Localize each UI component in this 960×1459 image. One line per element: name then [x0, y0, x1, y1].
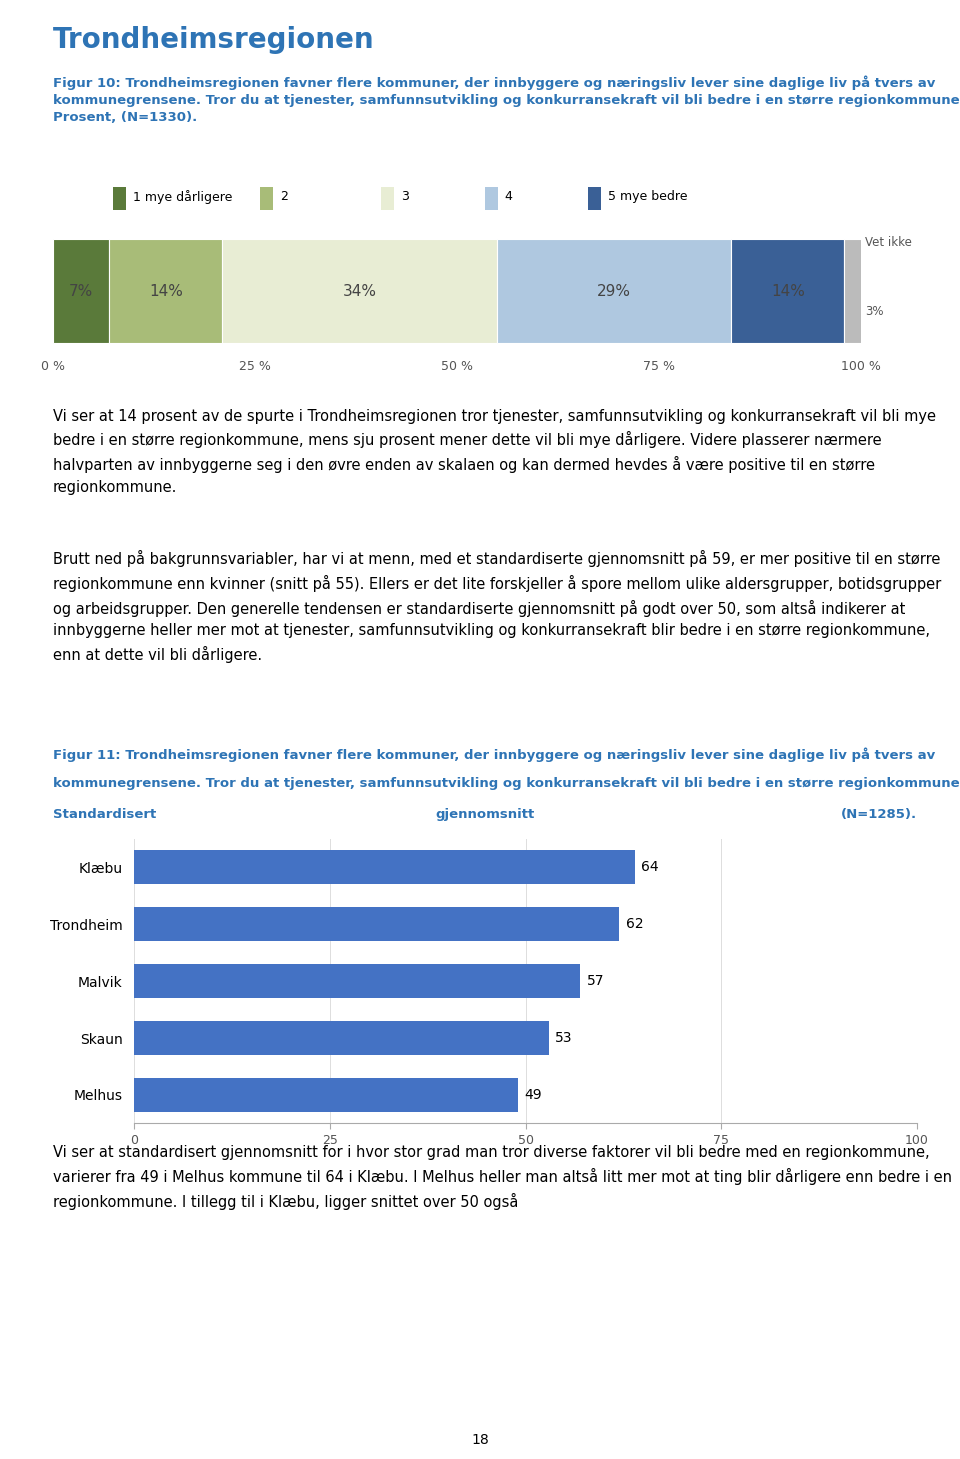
Text: 0 %: 0 %: [40, 360, 64, 374]
Text: (N=1285).: (N=1285).: [841, 808, 917, 821]
Bar: [381, 187, 395, 210]
Text: 18: 18: [471, 1433, 489, 1447]
Text: 57: 57: [587, 975, 604, 988]
Text: 62: 62: [626, 918, 643, 931]
Bar: [134, 1021, 549, 1055]
Text: 29%: 29%: [597, 283, 632, 299]
Text: Figur 11: Trondheimsregionen favner flere kommuner, der innbyggere og næringsliv: Figur 11: Trondheimsregionen favner fler…: [53, 747, 935, 762]
Bar: [588, 187, 601, 210]
Bar: [134, 851, 636, 884]
Text: 75 %: 75 %: [642, 360, 675, 374]
Text: gjennomsnitt: gjennomsnitt: [435, 808, 535, 821]
Text: 2: 2: [280, 190, 288, 203]
Text: Trondheimsregionen: Trondheimsregionen: [53, 26, 374, 54]
Text: kommunegrensene. Tror du at tjenester, samfunnsutvikling og konkurransekraft vil: kommunegrensene. Tror du at tjenester, s…: [53, 778, 960, 791]
Bar: [223, 239, 497, 343]
Text: 64: 64: [641, 861, 659, 874]
Text: 14%: 14%: [149, 283, 182, 299]
Bar: [109, 239, 223, 343]
Text: Brutt ned på bakgrunnsvariabler, har vi at menn, med et standardiserte gjennomsn: Brutt ned på bakgrunnsvariabler, har vi …: [53, 550, 941, 662]
Bar: [260, 187, 273, 210]
Bar: [497, 239, 732, 343]
Text: 3: 3: [401, 190, 409, 203]
Text: Vi ser at 14 prosent av de spurte i Trondheimsregionen tror tjenester, samfunnsu: Vi ser at 14 prosent av de spurte i Tron…: [53, 409, 936, 495]
Text: 53: 53: [555, 1032, 573, 1045]
Text: 5 mye bedre: 5 mye bedre: [609, 190, 688, 203]
Bar: [113, 187, 127, 210]
Text: 34%: 34%: [343, 283, 376, 299]
Bar: [134, 964, 581, 998]
Text: Standardisert: Standardisert: [53, 808, 156, 821]
Text: Vet ikke: Vet ikke: [866, 236, 912, 249]
Bar: [845, 239, 869, 343]
Text: Vi ser at standardisert gjennomsnitt for i hvor stor grad man tror diverse fakto: Vi ser at standardisert gjennomsnitt for…: [53, 1145, 951, 1210]
Bar: [485, 187, 498, 210]
Bar: [134, 907, 619, 941]
Text: 49: 49: [524, 1088, 541, 1102]
Text: 14%: 14%: [771, 283, 804, 299]
Text: 50 %: 50 %: [441, 360, 472, 374]
Bar: [732, 239, 845, 343]
Text: 1 mye dårligere: 1 mye dårligere: [133, 190, 232, 204]
Bar: [134, 1078, 517, 1112]
Text: 4: 4: [505, 190, 513, 203]
Text: Figur 10: Trondheimsregionen favner flere kommuner, der innbyggere og næringsliv: Figur 10: Trondheimsregionen favner fler…: [53, 76, 960, 124]
Text: 7%: 7%: [69, 283, 93, 299]
Text: 3%: 3%: [866, 305, 884, 318]
Bar: [53, 239, 109, 343]
Text: 100 %: 100 %: [841, 360, 880, 374]
Text: 25 %: 25 %: [239, 360, 271, 374]
